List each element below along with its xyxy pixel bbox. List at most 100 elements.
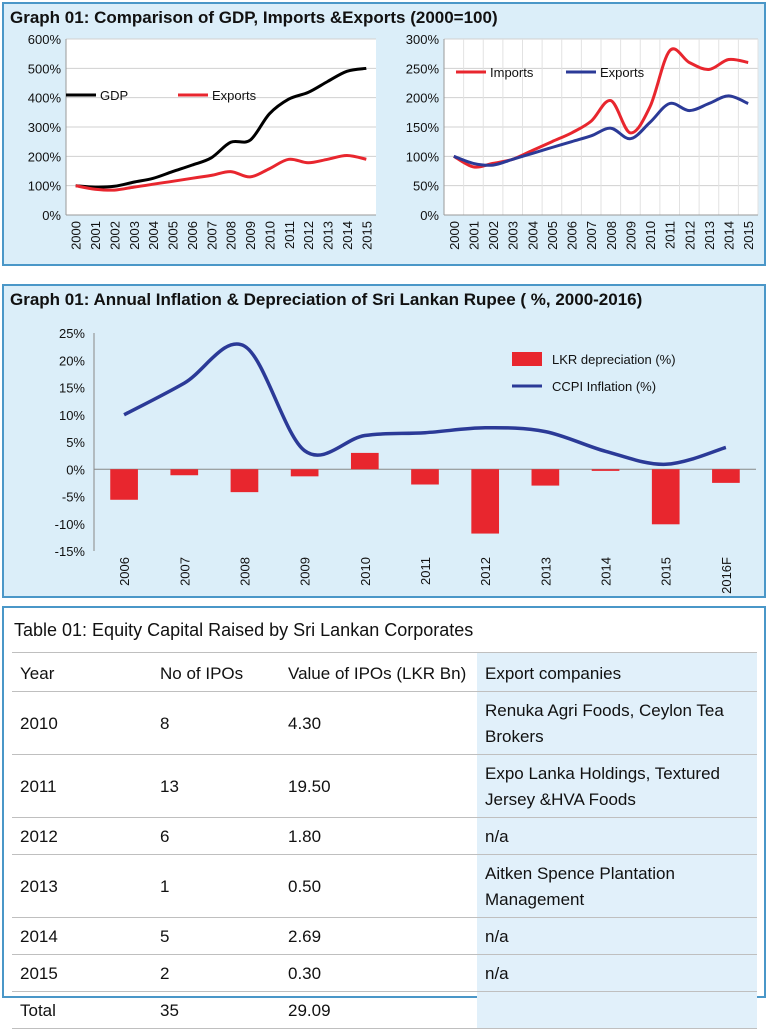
- x-tick-label: 2009: [623, 221, 638, 250]
- x-tick-label: 2016F: [719, 557, 734, 594]
- gdp-exports-chart: 0% 100% 200% 300% 400% 500% 600% 2000 2001 2002 20…: [28, 32, 376, 250]
- x-tick-label: 2006: [117, 557, 132, 586]
- series-line-exports: [453, 94, 749, 167]
- cell-year: 2012: [20, 827, 58, 846]
- x-tick-label: 2014: [599, 557, 614, 586]
- x-tick-label: 2007: [584, 221, 599, 250]
- x-tick-label: 2013: [702, 221, 717, 250]
- cell-ipo-value: 29.09: [288, 1001, 331, 1020]
- cell-ipo-count: 5: [160, 927, 170, 946]
- x-tick-label: 2002: [107, 221, 122, 250]
- table-row: 2015 2 0.30 n/a: [12, 954, 757, 992]
- bar-lkr-depreciation: [411, 469, 439, 485]
- bar-lkr-depreciation: [712, 469, 740, 483]
- x-tick-label: 2003: [506, 221, 521, 250]
- bar-lkr-depreciation: [651, 469, 680, 525]
- table-panel: Table 01: Equity Capital Raised by Sri L…: [2, 606, 766, 1029]
- graph-panel-inflation: Graph 01: Annual Inflation & Depreciatio…: [2, 284, 766, 598]
- cell-ipo-value: 4.30: [288, 714, 322, 733]
- cell-export-companies: [477, 991, 757, 1029]
- legend-swatch: [512, 352, 542, 366]
- cell-export-companies: Expo Lanka Holdings, Textured Jersey &HV…: [477, 754, 757, 818]
- x-tick-label: 2007: [177, 557, 192, 586]
- bar-lkr-depreciation: [350, 452, 379, 470]
- y-tick-label: 300%: [406, 32, 440, 47]
- legend-label: LKR depreciation (%): [552, 352, 676, 367]
- table-row: 2012 6 1.80 n/a: [12, 817, 757, 855]
- cell-ipo-value: 19.50: [288, 777, 331, 796]
- y-tick-label: 200%: [406, 91, 440, 106]
- x-tick-label: 2010: [358, 557, 373, 586]
- series-line-exports: [75, 153, 367, 192]
- cell-ipo-count: 35: [160, 1001, 179, 1020]
- bar-lkr-depreciation: [230, 469, 259, 493]
- cell-ipo-value: 2.69: [288, 927, 322, 946]
- x-tick-label: 2000: [69, 221, 84, 250]
- x-tick-label: 2003: [127, 221, 142, 250]
- cell-ipo-count: 8: [160, 714, 170, 733]
- cell-export-companies: n/a: [477, 817, 757, 855]
- y-tick-label: 50%: [413, 179, 439, 194]
- table-row: 2013 1 0.50 Aitken Spence Plantation Man…: [12, 854, 757, 918]
- y-tick-label: 500%: [28, 61, 62, 76]
- cell-ipo-value: 1.80: [288, 827, 322, 846]
- series-line-gdp: [75, 66, 367, 189]
- header-export-companies: Export companies: [477, 652, 757, 692]
- cell-year: Total: [20, 1001, 56, 1020]
- y-tick-label: 250%: [406, 61, 440, 76]
- cell-year: 2011: [20, 777, 57, 796]
- bar-lkr-depreciation: [110, 469, 138, 500]
- x-tick-label: 2006: [185, 221, 200, 250]
- cell-export-companies: Aitken Spence Plantation Management: [477, 854, 757, 918]
- x-tick-label: 2012: [682, 221, 697, 250]
- x-tick-label: 2011: [663, 221, 678, 249]
- cell-year: 2014: [20, 927, 58, 946]
- table-header-row: Year No of IPOs Value of IPOs (LKR Bn) E…: [12, 652, 757, 692]
- header-year: Year: [20, 664, 55, 683]
- x-tick-label: 2007: [204, 221, 219, 250]
- cell-export-companies: n/a: [477, 917, 757, 955]
- y-tick-label: 20%: [59, 353, 85, 368]
- x-tick-label: 2011: [418, 557, 433, 585]
- x-tick-label: 2014: [340, 221, 355, 250]
- cell-year: 2013: [20, 877, 58, 896]
- x-tick-label: 2008: [604, 221, 619, 250]
- cell-year: 2010: [20, 714, 58, 733]
- header-ipo-count: No of IPOs: [160, 664, 244, 683]
- cell-export-companies: n/a: [477, 954, 757, 992]
- bar-lkr-depreciation: [591, 469, 620, 471]
- y-tick-label: 100%: [406, 149, 440, 164]
- x-tick-label: 2002: [486, 221, 501, 250]
- x-tick-label: 2008: [237, 557, 252, 586]
- imports-exports-chart: 0% 50% 100% 150% 200% 250% 300% 2000 2001 2002 200…: [406, 32, 759, 250]
- cell-export-companies: Renuka Agri Foods, Ceylon Tea Brokers: [477, 691, 757, 755]
- x-tick-label: 2012: [301, 221, 316, 250]
- x-tick-label: 2005: [545, 221, 560, 250]
- y-tick-label: 25%: [59, 326, 85, 341]
- cell-ipo-count: 6: [160, 827, 170, 846]
- x-tick-label: 2010: [262, 221, 277, 250]
- y-tick-label: 600%: [28, 32, 62, 47]
- cell-year: 2015: [20, 964, 58, 983]
- x-tick-label: 2010: [643, 221, 658, 250]
- cell-ipo-count: 2: [160, 964, 170, 983]
- x-tick-label: 2000: [447, 221, 462, 250]
- bar-lkr-depreciation: [531, 469, 560, 486]
- y-tick-label: 0%: [66, 462, 85, 477]
- y-tick-label: 0%: [420, 208, 439, 223]
- x-tick-label: 2001: [466, 221, 481, 250]
- table-title: Table 01: Equity Capital Raised by Sri L…: [14, 620, 474, 640]
- y-tick-label: -5%: [62, 490, 86, 505]
- x-tick-label: 2001: [88, 221, 103, 250]
- header-ipo-value: Value of IPOs (LKR Bn): [288, 664, 467, 683]
- table-row-total: Total 35 29.09: [12, 991, 757, 1029]
- bar-lkr-depreciation: [290, 469, 319, 477]
- y-tick-label: -15%: [55, 544, 86, 559]
- y-tick-label: -10%: [55, 517, 86, 532]
- x-tick-label: 2008: [224, 221, 239, 250]
- x-tick-label: 2013: [321, 221, 336, 250]
- x-tick-label: 2014: [722, 221, 737, 250]
- ipo-table: Year No of IPOs Value of IPOs (LKR Bn) E…: [12, 652, 757, 1029]
- x-tick-label: 2005: [166, 221, 181, 250]
- y-tick-label: 10%: [59, 408, 85, 423]
